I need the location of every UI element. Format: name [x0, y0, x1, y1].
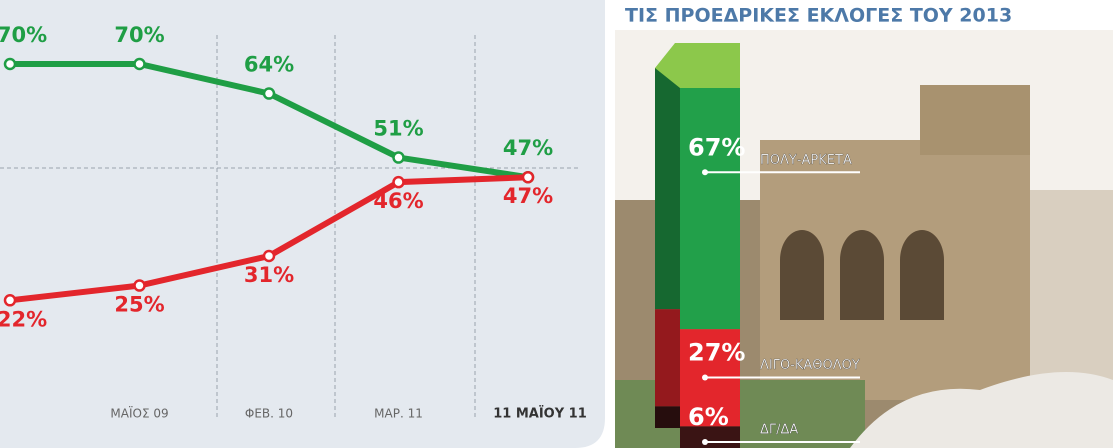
data-label: 51% [373, 117, 423, 141]
point [5, 295, 15, 305]
data-label: 70% [0, 23, 47, 47]
point [264, 251, 274, 261]
data-label: 25% [114, 293, 164, 317]
segment-label: 27% [688, 339, 745, 367]
segment-label: 6% [688, 403, 729, 431]
data-label: 64% [244, 53, 294, 77]
data-label: 22% [0, 307, 47, 331]
x-tick-label: ΜΑΡ. 11 [374, 407, 423, 421]
data-label: 31% [244, 263, 294, 287]
segment-name: ΔΓ/ΔΑ [760, 423, 798, 438]
segment-label: 67% [688, 133, 745, 161]
x-tick-label: 11 ΜΑΪΟΥ 11 [493, 406, 587, 422]
point [394, 177, 404, 187]
page: ΤΙΣ ΠΡΟΕΔΡΙΚΕΣ ΕΚΛΟΓΕΣ ΤΟΥ 2013 ΜΑΪΟΣ 09… [0, 0, 1113, 448]
bar-segment [680, 88, 740, 329]
segment-name: ΠΟΛΥ-ΑΡΚΕΤΑ [760, 153, 852, 168]
point [135, 59, 145, 69]
bar-side [655, 406, 680, 428]
x-tick-label: ΜΑΪΟΣ 09 [110, 406, 168, 421]
point [523, 172, 533, 182]
bar-side [655, 309, 680, 406]
bar-side [655, 68, 680, 309]
data-label: 47% [503, 136, 553, 160]
point [5, 59, 15, 69]
chart-title: ΤΙΣ ΠΡΟΕΔΡΙΚΕΣ ΕΚΛΟΓΕΣ ΤΟΥ 2013 [625, 5, 1012, 27]
infographic: ΤΙΣ ΠΡΟΕΔΡΙΚΕΣ ΕΚΛΟΓΕΣ ΤΟΥ 2013 ΜΑΪΟΣ 09… [0, 0, 1113, 448]
point [394, 153, 404, 163]
point [135, 281, 145, 291]
data-label: 46% [373, 189, 423, 213]
segment-name: ΛΙΓΟ-ΚΑΘΟΛΟΥ [760, 358, 860, 373]
point [264, 89, 274, 99]
data-label: 47% [503, 184, 553, 208]
data-label: 70% [114, 23, 164, 47]
x-tick-label: ΦΕΒ. 10 [245, 407, 293, 421]
line-panel [0, 0, 605, 448]
